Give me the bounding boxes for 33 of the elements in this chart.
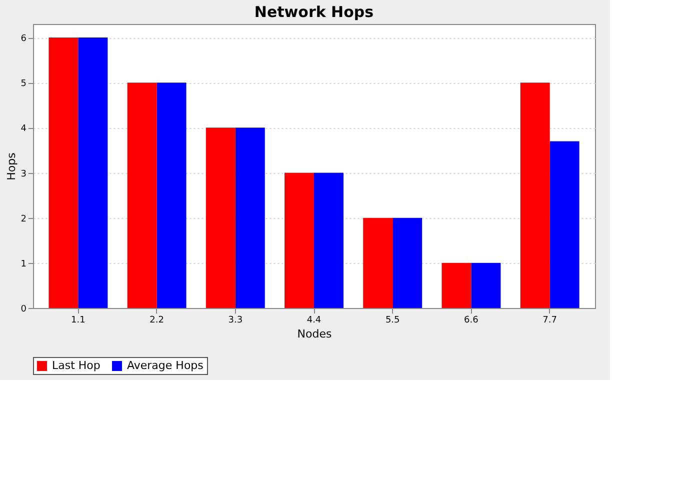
- bar: [156, 82, 186, 308]
- x-tick-label: 7.7: [542, 316, 557, 326]
- legend-label: Average Hops: [127, 359, 204, 372]
- x-tick-label: 6.6: [464, 316, 479, 326]
- x-tick-label: 1.1: [71, 316, 86, 326]
- legend-label: Last Hop: [52, 359, 100, 372]
- bar: [206, 128, 236, 308]
- bar: [78, 38, 108, 308]
- y-axis-title: Hops: [4, 152, 18, 180]
- bar: [550, 141, 580, 308]
- bar: [363, 218, 393, 308]
- y-tick-label: 1: [20, 259, 26, 270]
- x-tick-label: 5.5: [385, 316, 400, 326]
- bar: [520, 82, 550, 308]
- bar: [471, 262, 501, 308]
- x-axis-title: Nodes: [297, 328, 332, 340]
- bar: [127, 82, 157, 308]
- bar: [442, 262, 472, 308]
- y-tick-label: 6: [20, 34, 27, 44]
- y-tick-label: 2: [20, 214, 26, 224]
- bar: [235, 128, 265, 308]
- bar: [314, 172, 344, 308]
- y-tick-label: 0: [20, 304, 27, 314]
- bar: [392, 218, 422, 308]
- chart-title: Network Hops: [254, 3, 374, 21]
- bar: [48, 38, 78, 308]
- y-tick-label: 5: [20, 79, 26, 90]
- y-tick-label: 3: [20, 169, 26, 180]
- x-tick-label: 2.2: [150, 316, 164, 326]
- y-tick-label: 4: [20, 124, 27, 134]
- x-tick-label: 4.4: [306, 316, 322, 326]
- x-tick-label: 3.3: [228, 316, 243, 326]
- bar: [284, 172, 314, 308]
